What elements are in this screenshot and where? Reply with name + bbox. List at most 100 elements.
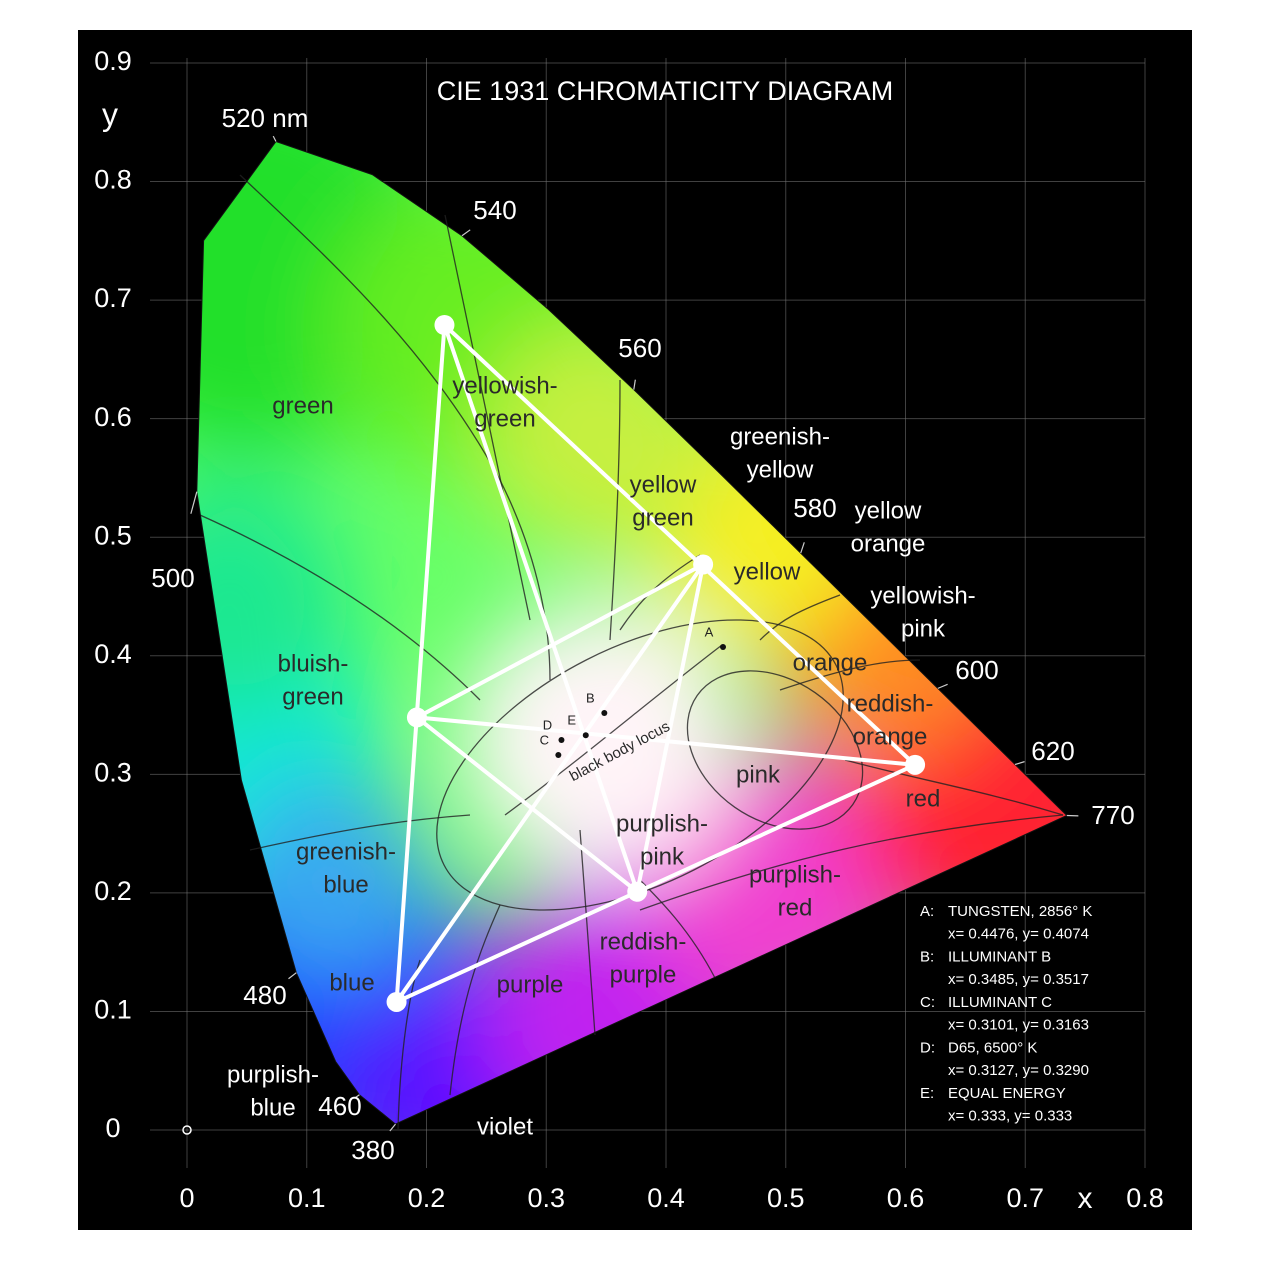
x-tick-label: 0.2	[408, 1183, 446, 1213]
y-tick-label: 0.7	[94, 283, 132, 313]
vertex	[434, 315, 455, 336]
region-label: purplish-	[227, 1061, 319, 1088]
x-tick-label: 0.3	[527, 1183, 565, 1213]
white-ellipse	[436, 619, 844, 911]
wavelength-label: 520 nm	[222, 103, 309, 133]
boundary	[639, 814, 1064, 911]
region-label: blue	[329, 969, 374, 996]
region-label: yellow	[747, 456, 814, 483]
y-tick-label: 0.5	[94, 520, 132, 550]
boundary	[449, 904, 501, 1096]
boundary	[579, 829, 596, 1036]
y-tick-label: 0.3	[94, 757, 132, 787]
white-point	[582, 732, 589, 739]
pink-ellipse	[686, 670, 864, 830]
note-coords: x= 0.3127, y= 0.3290	[948, 1062, 1089, 1079]
white-point	[601, 710, 608, 717]
note-label: D:	[920, 1039, 935, 1056]
wavelength-tick	[389, 1123, 396, 1132]
region-label: orange	[851, 530, 926, 557]
y-tick-label: 0.1	[94, 995, 132, 1025]
region-label: pink	[736, 761, 781, 788]
region-label: pink	[901, 615, 946, 642]
region-label: yellowish-	[452, 372, 557, 399]
region-label: orange	[853, 723, 928, 750]
region-label: bluish-	[278, 650, 349, 677]
region-label: pink	[640, 843, 685, 870]
wavelength-label: 770	[1091, 800, 1134, 830]
x-tick-label: 0.1	[288, 1183, 326, 1213]
wavelength-tick	[1014, 761, 1025, 766]
wavelength-label: 600	[955, 655, 998, 685]
note-name: D65, 6500° K	[948, 1039, 1037, 1056]
wavelength-label: 380	[351, 1135, 394, 1165]
wavelength-tick	[288, 972, 297, 980]
y-tick-label: 0.2	[94, 876, 132, 906]
region-label: red	[906, 785, 941, 812]
boundary	[444, 214, 531, 621]
region-label: yellow	[855, 497, 922, 524]
wavelength-label: 460	[318, 1091, 361, 1121]
region-label: purple	[610, 961, 677, 988]
note-coords: x= 0.3485, y= 0.3517	[948, 971, 1089, 988]
region-label: blue	[323, 871, 368, 898]
boundary	[249, 814, 471, 851]
y-axis-label: y	[102, 96, 118, 132]
x-tick-label: 0.4	[647, 1183, 685, 1213]
x-axis-label: x	[1078, 1182, 1093, 1215]
white-point-label: D	[543, 717, 552, 732]
connector	[416, 715, 916, 767]
white-point-label: A	[705, 624, 714, 639]
black-body-locus	[504, 644, 723, 816]
note-coords: x= 0.4476, y= 0.4074	[948, 926, 1089, 943]
boundary	[759, 594, 841, 641]
white-point-label: C	[540, 732, 549, 747]
x-tick-label: 0.5	[767, 1183, 805, 1213]
region-label: greenish-	[730, 423, 830, 450]
vertex	[406, 707, 427, 728]
region-label: greenish-	[296, 838, 396, 865]
vertex	[905, 754, 926, 775]
wavelength-tick	[272, 135, 277, 142]
y-tick-label: 0.6	[94, 402, 132, 432]
region-label: yellowish-	[870, 582, 975, 609]
wavelength-tick	[190, 491, 198, 514]
note-label: A:	[920, 903, 934, 920]
note-name: ILLUMINANT B	[948, 948, 1051, 965]
y-tick-label: 0	[105, 1113, 120, 1143]
region-label: purplish-	[616, 810, 708, 837]
note-coords: x= 0.3101, y= 0.3163	[948, 1017, 1089, 1034]
boundary	[199, 514, 481, 701]
spectral-locus	[196, 140, 1068, 1125]
wavelength-label: 620	[1031, 736, 1074, 766]
wavelength-tick	[937, 683, 948, 689]
wavelength-tick	[800, 542, 805, 554]
note-name: EQUAL ENERGY	[948, 1085, 1066, 1102]
region-label: red	[778, 894, 813, 921]
vertex	[627, 881, 648, 902]
note-name: ILLUMINANT C	[948, 994, 1052, 1011]
note-label: C:	[920, 994, 935, 1011]
region-label: reddish-	[600, 928, 687, 955]
white-point-label: B	[586, 690, 595, 705]
white-point	[558, 736, 565, 743]
connector	[394, 563, 705, 1004]
y-tick-label: 0.8	[94, 165, 132, 195]
vertex	[693, 554, 714, 575]
y-tick-label: 0.4	[94, 639, 132, 669]
x-tick-label: 0.7	[1006, 1183, 1044, 1213]
note-label: B:	[920, 948, 934, 965]
connector	[442, 324, 640, 893]
vertex	[386, 991, 407, 1012]
region-label: green	[272, 392, 333, 419]
region-label: reddish-	[847, 690, 934, 717]
x-tick-label: 0	[179, 1183, 194, 1213]
boundary	[609, 379, 621, 641]
x-tick-label: 0.8	[1126, 1183, 1164, 1213]
chart-title: CIE 1931 CHROMATICITY DIAGRAM	[437, 76, 894, 106]
note-label: E:	[920, 1085, 934, 1102]
region-label: green	[474, 405, 535, 432]
y-tick-label: 0.9	[94, 46, 132, 76]
region-label: purplish-	[749, 861, 841, 888]
wavelength-label: 500	[151, 563, 194, 593]
